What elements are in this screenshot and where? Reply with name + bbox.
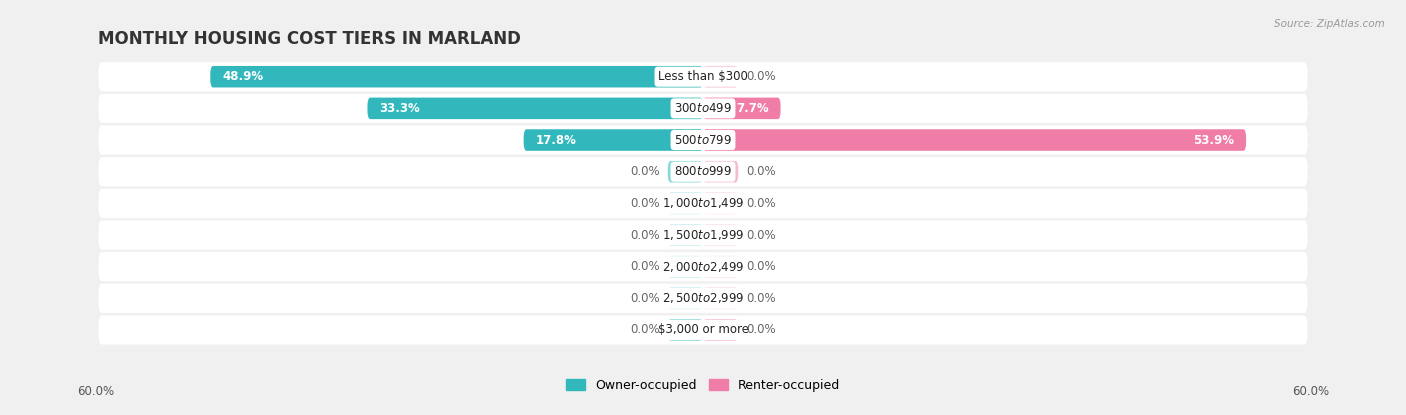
Text: $3,000 or more: $3,000 or more	[658, 323, 748, 337]
Text: $2,000 to $2,499: $2,000 to $2,499	[662, 260, 744, 273]
FancyBboxPatch shape	[703, 256, 738, 278]
FancyBboxPatch shape	[668, 288, 703, 309]
FancyBboxPatch shape	[668, 224, 703, 246]
FancyBboxPatch shape	[703, 129, 1246, 151]
Text: 33.3%: 33.3%	[380, 102, 420, 115]
Text: 53.9%: 53.9%	[1194, 134, 1234, 146]
FancyBboxPatch shape	[703, 288, 738, 309]
FancyBboxPatch shape	[703, 66, 738, 88]
Text: 17.8%: 17.8%	[536, 134, 576, 146]
FancyBboxPatch shape	[98, 62, 1308, 91]
Text: 0.0%: 0.0%	[747, 292, 776, 305]
FancyBboxPatch shape	[523, 129, 703, 151]
Text: 0.0%: 0.0%	[747, 197, 776, 210]
Text: 0.0%: 0.0%	[630, 292, 659, 305]
Text: 0.0%: 0.0%	[630, 260, 659, 273]
FancyBboxPatch shape	[367, 98, 703, 119]
Text: 0.0%: 0.0%	[747, 165, 776, 178]
FancyBboxPatch shape	[98, 157, 1308, 186]
Text: 0.0%: 0.0%	[747, 229, 776, 242]
Text: 0.0%: 0.0%	[630, 197, 659, 210]
FancyBboxPatch shape	[703, 319, 738, 341]
FancyBboxPatch shape	[98, 94, 1308, 123]
Text: Source: ZipAtlas.com: Source: ZipAtlas.com	[1274, 19, 1385, 29]
FancyBboxPatch shape	[703, 224, 738, 246]
Text: 0.0%: 0.0%	[747, 323, 776, 337]
Text: $500 to $799: $500 to $799	[673, 134, 733, 146]
Text: 0.0%: 0.0%	[630, 229, 659, 242]
Text: 0.0%: 0.0%	[630, 323, 659, 337]
Text: 48.9%: 48.9%	[222, 70, 263, 83]
FancyBboxPatch shape	[668, 193, 703, 214]
FancyBboxPatch shape	[98, 189, 1308, 218]
Text: 0.0%: 0.0%	[630, 165, 659, 178]
Text: 60.0%: 60.0%	[1292, 386, 1329, 398]
Text: 0.0%: 0.0%	[747, 260, 776, 273]
FancyBboxPatch shape	[98, 284, 1308, 313]
FancyBboxPatch shape	[703, 98, 780, 119]
Text: $1,000 to $1,499: $1,000 to $1,499	[662, 196, 744, 210]
FancyBboxPatch shape	[668, 161, 703, 183]
Text: $800 to $999: $800 to $999	[673, 165, 733, 178]
Text: MONTHLY HOUSING COST TIERS IN MARLAND: MONTHLY HOUSING COST TIERS IN MARLAND	[98, 30, 522, 48]
Text: 0.0%: 0.0%	[747, 70, 776, 83]
FancyBboxPatch shape	[668, 256, 703, 278]
FancyBboxPatch shape	[98, 220, 1308, 249]
Text: Less than $300: Less than $300	[658, 70, 748, 83]
FancyBboxPatch shape	[98, 125, 1308, 155]
FancyBboxPatch shape	[98, 252, 1308, 281]
Text: $2,500 to $2,999: $2,500 to $2,999	[662, 291, 744, 305]
FancyBboxPatch shape	[98, 315, 1308, 344]
FancyBboxPatch shape	[703, 161, 738, 183]
Text: 60.0%: 60.0%	[77, 386, 114, 398]
Text: $1,500 to $1,999: $1,500 to $1,999	[662, 228, 744, 242]
FancyBboxPatch shape	[211, 66, 703, 88]
Legend: Owner-occupied, Renter-occupied: Owner-occupied, Renter-occupied	[561, 374, 845, 397]
FancyBboxPatch shape	[668, 319, 703, 341]
FancyBboxPatch shape	[703, 193, 738, 214]
Text: $300 to $499: $300 to $499	[673, 102, 733, 115]
Text: 7.7%: 7.7%	[735, 102, 769, 115]
